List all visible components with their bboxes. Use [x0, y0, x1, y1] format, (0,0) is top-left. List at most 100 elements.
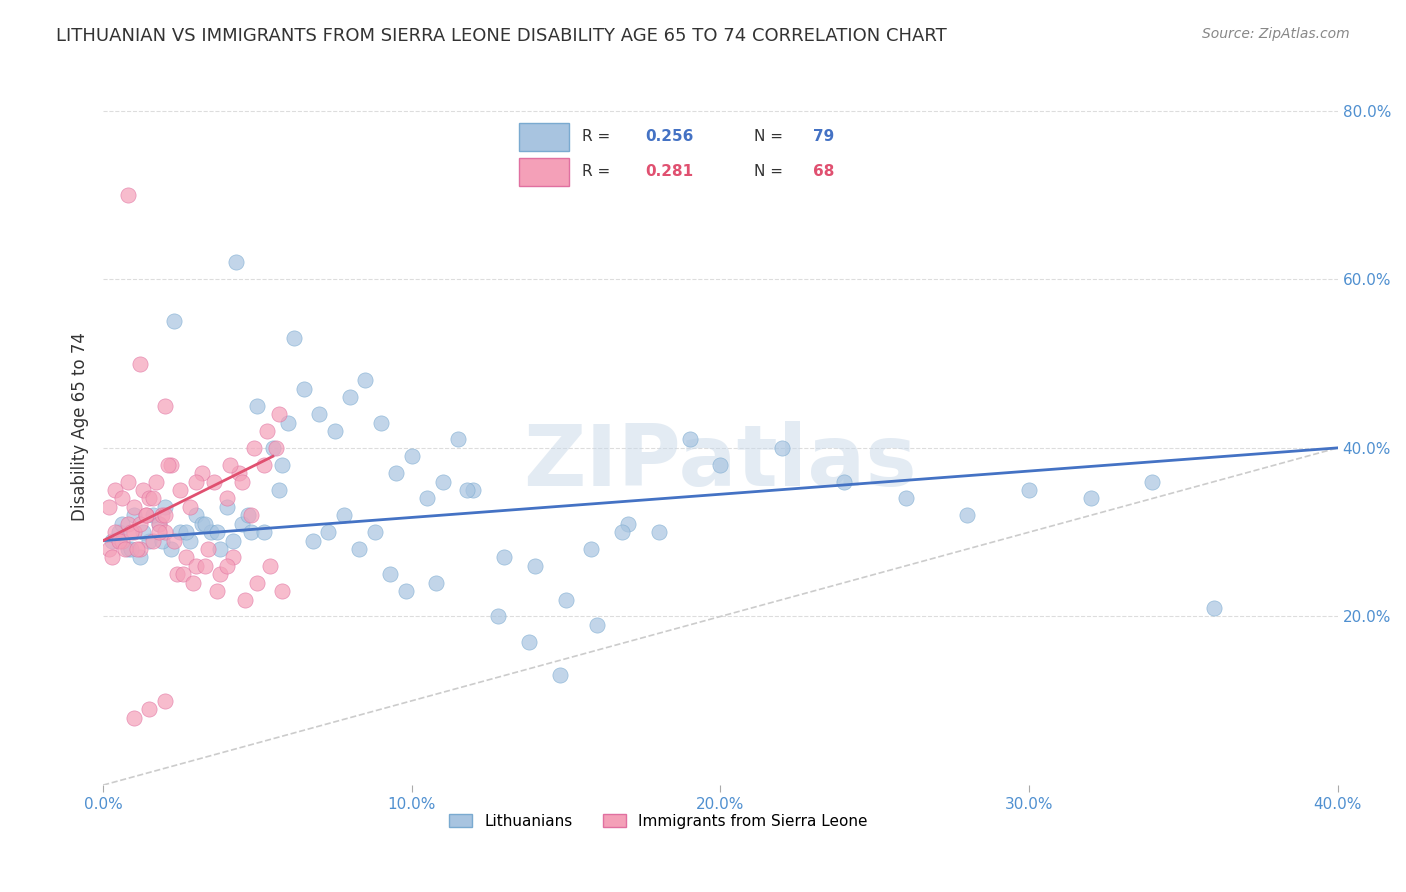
Point: [132, 525, 155, 540]
Point: [425, 575, 447, 590]
Point: [231, 516, 253, 531]
Point: [163, 533, 186, 548]
Point: [153, 694, 176, 708]
Point: [209, 567, 232, 582]
Point: [101, 550, 124, 565]
Point: [259, 558, 281, 573]
Point: [238, 508, 260, 523]
Point: [339, 390, 361, 404]
Point: [181, 575, 204, 590]
Point: [318, 525, 340, 540]
Point: [517, 634, 540, 648]
Point: [416, 491, 439, 506]
Point: [215, 500, 238, 514]
Point: [153, 500, 176, 514]
Text: ZIPatlas: ZIPatlas: [523, 421, 917, 504]
Point: [271, 584, 294, 599]
Point: [494, 550, 516, 565]
Point: [138, 533, 160, 548]
Point: [160, 542, 183, 557]
Point: [150, 508, 173, 523]
Point: [277, 416, 299, 430]
Point: [463, 483, 485, 497]
Point: [271, 458, 294, 472]
Point: [141, 533, 163, 548]
Point: [120, 542, 142, 557]
Point: [240, 525, 263, 540]
Point: [169, 525, 191, 540]
Point: [191, 466, 214, 480]
Point: [117, 542, 139, 557]
Point: [166, 567, 188, 582]
Point: [292, 382, 315, 396]
Point: [138, 702, 160, 716]
Point: [228, 466, 250, 480]
Point: [432, 475, 454, 489]
Point: [141, 491, 163, 506]
Point: [678, 433, 700, 447]
Point: [200, 525, 222, 540]
Point: [252, 525, 274, 540]
Point: [378, 567, 401, 582]
Point: [267, 407, 290, 421]
Point: [246, 575, 269, 590]
Point: [148, 525, 170, 540]
Point: [579, 542, 602, 557]
Point: [160, 458, 183, 472]
Legend: Lithuanians, Immigrants from Sierra Leone: Lithuanians, Immigrants from Sierra Leon…: [443, 807, 875, 835]
Point: [184, 558, 207, 573]
Point: [117, 475, 139, 489]
Point: [122, 508, 145, 523]
Point: [163, 314, 186, 328]
Point: [215, 558, 238, 573]
Point: [207, 584, 229, 599]
Point: [111, 533, 134, 548]
Point: [447, 433, 470, 447]
Point: [456, 483, 478, 497]
Point: [264, 441, 287, 455]
Point: [176, 550, 198, 565]
Point: [333, 508, 356, 523]
Point: [138, 491, 160, 506]
Point: [207, 525, 229, 540]
Point: [370, 416, 392, 430]
Point: [617, 516, 640, 531]
Point: [548, 668, 571, 682]
Point: [302, 533, 325, 548]
Point: [354, 374, 377, 388]
Point: [262, 441, 284, 455]
Point: [233, 592, 256, 607]
Text: Source: ZipAtlas.com: Source: ZipAtlas.com: [1202, 27, 1350, 41]
Point: [129, 357, 152, 371]
Point: [122, 500, 145, 514]
Point: [104, 525, 127, 540]
Point: [129, 542, 152, 557]
Point: [184, 475, 207, 489]
Point: [1142, 475, 1164, 489]
Point: [256, 424, 278, 438]
Point: [111, 516, 134, 531]
Point: [197, 542, 219, 557]
Point: [153, 525, 176, 540]
Point: [222, 550, 245, 565]
Point: [555, 592, 578, 607]
Point: [586, 618, 609, 632]
Point: [135, 508, 157, 523]
Point: [394, 584, 416, 599]
Point: [1204, 601, 1226, 615]
Point: [107, 533, 129, 548]
Point: [956, 508, 979, 523]
Point: [98, 542, 121, 557]
Point: [202, 475, 225, 489]
Point: [225, 255, 247, 269]
Point: [114, 542, 136, 557]
Point: [218, 458, 240, 472]
Point: [101, 533, 124, 548]
Point: [184, 508, 207, 523]
Point: [231, 475, 253, 489]
Point: [610, 525, 633, 540]
Point: [385, 466, 408, 480]
Point: [267, 483, 290, 497]
Point: [104, 483, 127, 497]
Point: [215, 491, 238, 506]
